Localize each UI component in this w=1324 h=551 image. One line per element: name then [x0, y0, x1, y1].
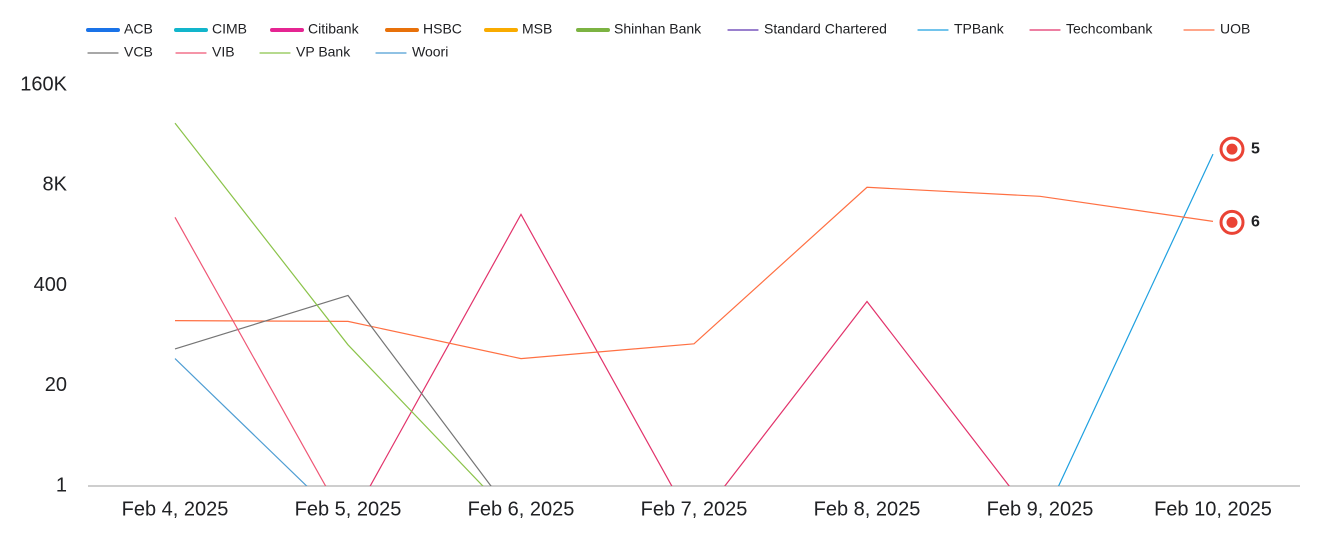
legend: ACB CIMB Citibank HSBC MSB Shinhan Bank Standa… [86, 21, 1250, 60]
series-line [174, 186, 1214, 360]
legend-label: Standard Chartered [764, 21, 887, 37]
annotations: 56 [1219, 136, 1260, 235]
x-tick-label: Feb 9, 2025 [987, 498, 1094, 520]
series-line [174, 294, 492, 486]
legend-label: Citibank [308, 21, 360, 37]
legend-label: Shinhan Bank [614, 21, 702, 37]
legend-label: HSBC [423, 21, 462, 37]
x-tick-label: Feb 10, 2025 [1154, 498, 1272, 520]
x-tick-label: Feb 5, 2025 [295, 498, 402, 520]
x-tick-label: Feb 6, 2025 [468, 498, 575, 520]
y-tick-label: 160K [20, 73, 67, 95]
y-tick-label: 20 [45, 374, 67, 396]
legend-label: VIB [212, 44, 235, 60]
x-tick-label: Feb 7, 2025 [641, 498, 748, 520]
x-tick-label: Feb 4, 2025 [122, 498, 229, 520]
plot-area [174, 122, 1214, 486]
legend-label: VP Bank [296, 44, 351, 60]
annotation-dot [1226, 216, 1238, 228]
series-line [174, 217, 327, 486]
x-tick-label: Feb 8, 2025 [814, 498, 921, 520]
legend-label: VCB [124, 44, 153, 60]
y-tick-label: 8K [43, 174, 68, 196]
annotation-dot [1226, 143, 1238, 155]
legend-label: Techcombank [1066, 21, 1153, 37]
series-line [174, 122, 484, 486]
y-tick-label: 1 [56, 474, 67, 496]
annotation-label: 6 [1251, 214, 1260, 231]
y-tick-label: 400 [34, 274, 67, 296]
legend-label: UOB [1220, 21, 1250, 37]
series-line [1057, 153, 1214, 486]
axes: 1 20 400 8K 160K Feb 4, 2025 Feb 5, 2025 Feb 6,… [20, 73, 1300, 520]
series-line [369, 213, 1010, 486]
legend-label: Woori [412, 44, 448, 60]
legend-label: ACB [124, 21, 153, 37]
legend-label: TPBank [954, 21, 1005, 37]
legend-label: CIMB [212, 21, 247, 37]
legend-label: MSB [522, 21, 552, 37]
series-line [174, 358, 308, 486]
annotation-label: 5 [1251, 140, 1260, 157]
